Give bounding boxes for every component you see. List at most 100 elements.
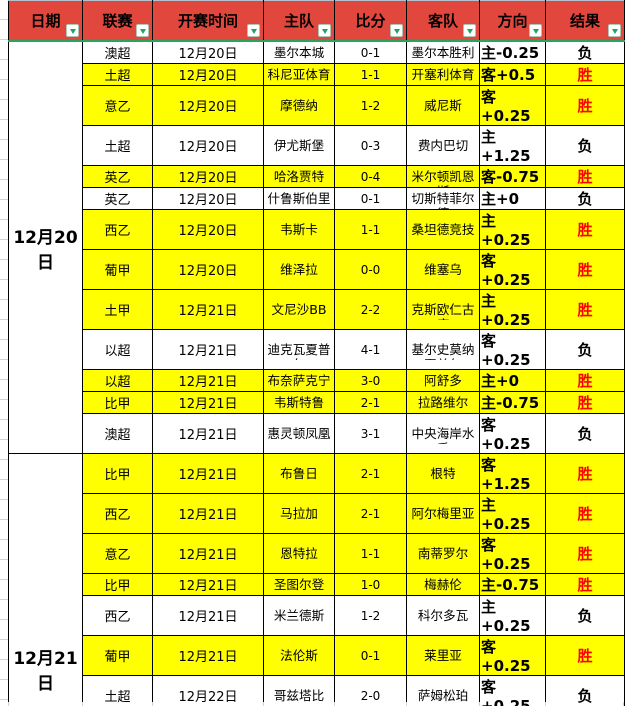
col-header-date[interactable]: 日期: [8, 0, 83, 42]
cell-direction[interactable]: 主-0.25: [479, 40, 546, 64]
filter-dropdown-icon[interactable]: [136, 24, 149, 37]
cell-kickoff-time[interactable]: 12月20日: [152, 187, 264, 210]
cell-score[interactable]: 0-4: [334, 165, 407, 188]
cell-league[interactable]: 澳超: [82, 40, 153, 64]
cell-home-team[interactable]: 科尼亚体育: [263, 63, 335, 86]
cell-home-team[interactable]: 恩特拉: [263, 533, 335, 574]
cell-league[interactable]: 比甲: [82, 391, 153, 414]
cell-league[interactable]: 比甲: [82, 573, 153, 596]
filter-dropdown-icon[interactable]: [247, 24, 260, 37]
cell-kickoff-time[interactable]: 12月21日: [152, 289, 264, 330]
cell-score[interactable]: 1-2: [334, 85, 407, 126]
cell-score[interactable]: 0-1: [334, 635, 407, 676]
cell-home-team[interactable]: 圣图尔登: [263, 573, 335, 596]
cell-away-team[interactable]: 基尔史莫纳夏普尔: [406, 329, 480, 370]
col-header-home[interactable]: 主队: [263, 0, 335, 42]
cell-league[interactable]: 英乙: [82, 187, 153, 210]
filter-dropdown-icon[interactable]: [608, 24, 621, 37]
cell-score[interactable]: 1-1: [334, 533, 407, 574]
cell-result[interactable]: 负: [545, 595, 625, 636]
cell-kickoff-time[interactable]: 12月21日: [152, 329, 264, 370]
cell-away-team[interactable]: 开塞利体育: [406, 63, 480, 86]
cell-home-team[interactable]: 文尼沙BB: [263, 289, 335, 330]
cell-home-team[interactable]: 米兰德斯: [263, 595, 335, 636]
cell-away-team[interactable]: 萨姆松珀: [406, 675, 480, 706]
cell-direction[interactable]: 主-0.75: [479, 573, 546, 596]
cell-direction[interactable]: 主+1.25: [479, 125, 546, 166]
cell-away-team[interactable]: 科尔多瓦: [406, 595, 480, 636]
cell-kickoff-time[interactable]: 12月20日: [152, 165, 264, 188]
cell-direction[interactable]: 主+0.25: [479, 289, 546, 330]
cell-league[interactable]: 土超: [82, 63, 153, 86]
cell-away-team[interactable]: 阿舒多: [406, 369, 480, 392]
col-header-score[interactable]: 比分: [334, 0, 407, 42]
cell-league[interactable]: 土超: [82, 675, 153, 706]
cell-kickoff-time[interactable]: 12月21日: [152, 493, 264, 534]
cell-home-team[interactable]: 韦斯卡: [263, 209, 335, 250]
cell-away-team[interactable]: 米尔顿凯恩斯: [406, 165, 480, 188]
cell-result[interactable]: 胜: [545, 391, 625, 414]
cell-score[interactable]: 1-1: [334, 209, 407, 250]
cell-home-team[interactable]: 韦斯特鲁: [263, 391, 335, 414]
filter-dropdown-icon[interactable]: [529, 24, 542, 37]
cell-direction[interactable]: 主+0.25: [479, 493, 546, 534]
col-header-league[interactable]: 联赛: [82, 0, 153, 42]
cell-score[interactable]: 3-0: [334, 369, 407, 392]
cell-direction[interactable]: 客+0.25: [479, 635, 546, 676]
cell-score[interactable]: 0-3: [334, 125, 407, 166]
cell-direction[interactable]: 主+0.25: [479, 209, 546, 250]
cell-home-team[interactable]: 法伦斯: [263, 635, 335, 676]
cell-result[interactable]: 负: [545, 329, 625, 370]
cell-league[interactable]: 葡甲: [82, 635, 153, 676]
cell-score[interactable]: 3-1: [334, 413, 407, 454]
cell-result[interactable]: 胜: [545, 63, 625, 86]
cell-league[interactable]: 土甲: [82, 289, 153, 330]
col-header-time[interactable]: 开赛时间: [152, 0, 264, 42]
cell-kickoff-time[interactable]: 12月21日: [152, 391, 264, 414]
cell-result[interactable]: 负: [545, 187, 625, 210]
cell-kickoff-time[interactable]: 12月21日: [152, 369, 264, 392]
cell-kickoff-time[interactable]: 12月20日: [152, 209, 264, 250]
cell-kickoff-time[interactable]: 12月21日: [152, 413, 264, 454]
cell-away-team[interactable]: 切斯特菲尔德: [406, 187, 480, 210]
cell-home-team[interactable]: 布鲁日: [263, 453, 335, 494]
cell-away-team[interactable]: 梅赫伦: [406, 573, 480, 596]
cell-home-team[interactable]: 维泽拉: [263, 249, 335, 290]
cell-direction[interactable]: 客+0.25: [479, 533, 546, 574]
cell-result[interactable]: 负: [545, 125, 625, 166]
cell-score[interactable]: 2-0: [334, 675, 407, 706]
cell-result[interactable]: 负: [545, 40, 625, 64]
cell-result[interactable]: 胜: [545, 289, 625, 330]
cell-result[interactable]: 胜: [545, 209, 625, 250]
cell-kickoff-time[interactable]: 12月20日: [152, 249, 264, 290]
filter-dropdown-icon[interactable]: [318, 24, 331, 37]
cell-kickoff-time[interactable]: 12月20日: [152, 85, 264, 126]
cell-direction[interactable]: 客+0.25: [479, 249, 546, 290]
filter-dropdown-icon[interactable]: [463, 24, 476, 37]
cell-direction[interactable]: 客+0.5: [479, 63, 546, 86]
cell-direction[interactable]: 客+0.25: [479, 85, 546, 126]
cell-direction[interactable]: 主+0: [479, 369, 546, 392]
cell-away-team[interactable]: 根特: [406, 453, 480, 494]
cell-result[interactable]: 负: [545, 675, 625, 706]
cell-score[interactable]: 2-1: [334, 391, 407, 414]
cell-result[interactable]: 胜: [545, 635, 625, 676]
cell-direction[interactable]: 客+0.25: [479, 329, 546, 370]
cell-home-team[interactable]: 摩德纳: [263, 85, 335, 126]
cell-direction[interactable]: 主+0.25: [479, 595, 546, 636]
filter-dropdown-icon[interactable]: [390, 24, 403, 37]
cell-date-group[interactable]: 12月20日: [8, 40, 83, 454]
cell-score[interactable]: 2-1: [334, 453, 407, 494]
col-header-result[interactable]: 结果: [545, 0, 625, 42]
cell-league[interactable]: 西乙: [82, 493, 153, 534]
cell-home-team[interactable]: 惠灵顿凤凰: [263, 413, 335, 454]
cell-away-team[interactable]: 南蒂罗尔: [406, 533, 480, 574]
cell-result[interactable]: 负: [545, 413, 625, 454]
cell-away-team[interactable]: 维塞乌: [406, 249, 480, 290]
cell-away-team[interactable]: 克斯欧仁古库: [406, 289, 480, 330]
cell-direction[interactable]: 主+0: [479, 187, 546, 210]
cell-score[interactable]: 0-1: [334, 187, 407, 210]
col-header-direction[interactable]: 方向: [479, 0, 546, 42]
cell-league[interactable]: 土超: [82, 125, 153, 166]
cell-direction[interactable]: 客+1.25: [479, 453, 546, 494]
